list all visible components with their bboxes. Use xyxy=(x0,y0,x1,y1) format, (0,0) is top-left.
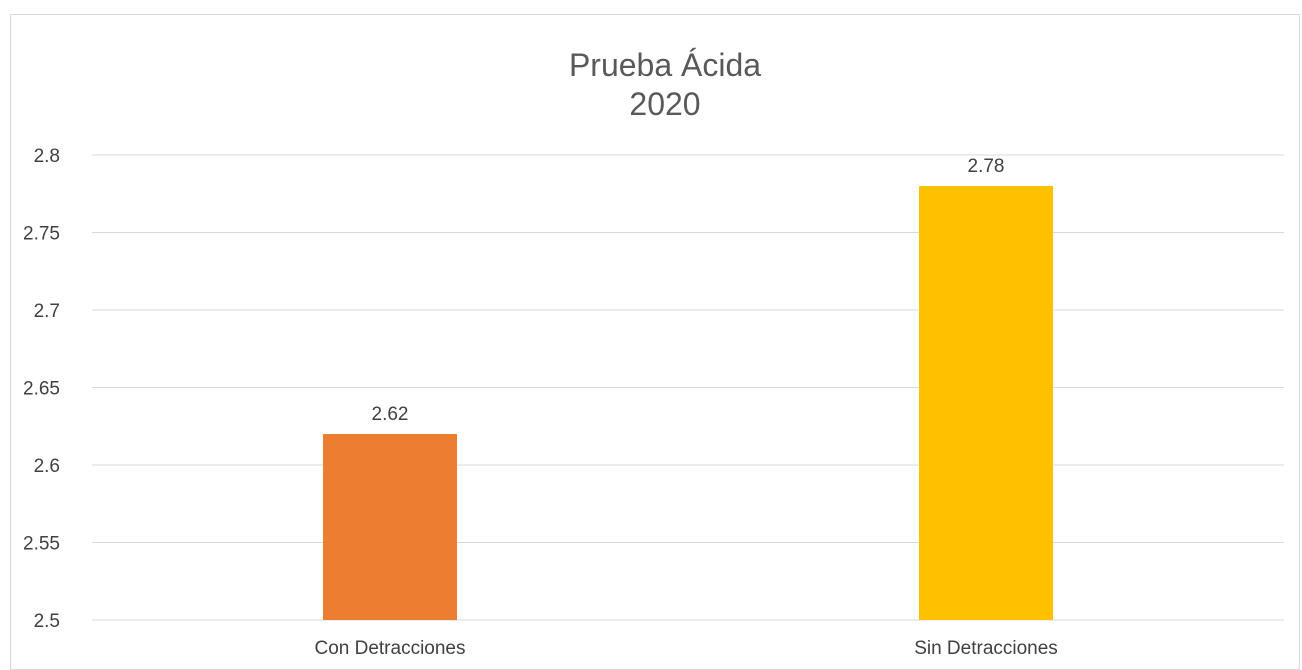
y-tick-label: 2.8 xyxy=(34,146,60,167)
bars xyxy=(323,186,1053,620)
data-label-2: 2.78 xyxy=(968,156,1005,177)
y-tick-label: 2.75 xyxy=(23,224,60,245)
gridlines xyxy=(92,154,1284,621)
x-axis-category-labels: Con Detracciones Sin Detracciones xyxy=(314,638,1057,659)
category-label-2: Sin Detracciones xyxy=(914,638,1058,659)
data-label-1: 2.62 xyxy=(372,404,409,425)
chart-title-line-1: Prueba Ácida xyxy=(569,47,761,83)
y-tick-label: 2.6 xyxy=(34,456,60,477)
bar-1 xyxy=(323,434,457,620)
chart-title: Prueba Ácida 2020 xyxy=(569,47,761,122)
chart-frame xyxy=(10,14,1300,670)
chart-title-line-2: 2020 xyxy=(629,86,700,122)
bar-2 xyxy=(919,186,1053,620)
category-label-1: Con Detracciones xyxy=(314,638,465,659)
data-labels: 2.62 2.78 xyxy=(372,156,1005,425)
y-axis-tick-labels: 2.5 2.55 2.6 2.65 2.7 2.75 2.8 xyxy=(23,146,60,632)
y-tick-label: 2.65 xyxy=(23,379,60,400)
y-tick-label: 2.7 xyxy=(34,301,60,322)
y-tick-label: 2.55 xyxy=(23,534,60,555)
y-tick-label: 2.5 xyxy=(34,611,60,632)
